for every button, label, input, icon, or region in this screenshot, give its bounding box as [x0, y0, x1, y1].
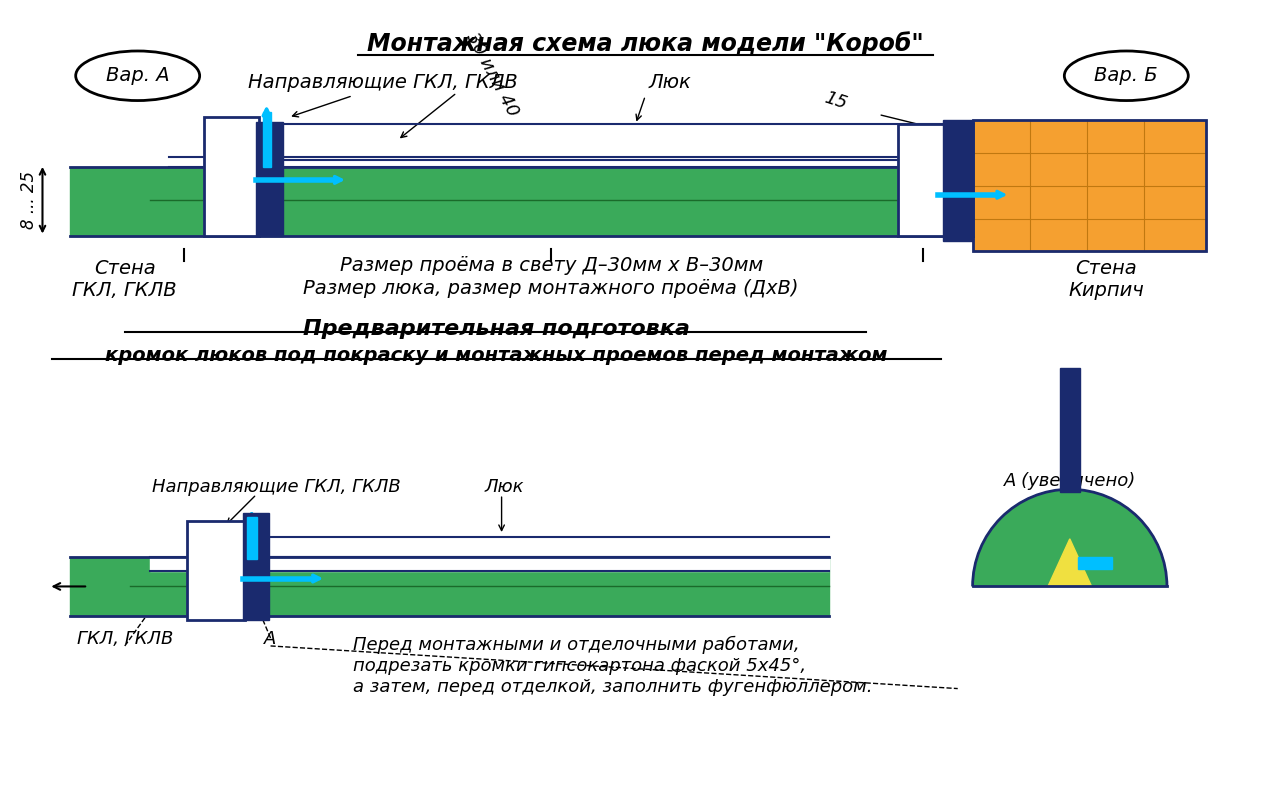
Text: Предварительная подготовка: Предварительная подготовка — [303, 318, 690, 339]
Bar — [150, 557, 829, 571]
Text: Люк: Люк — [485, 478, 525, 496]
Text: Перед монтажными и отделочными работами,
подрезать кромки гипсокартона фаской 5х: Перед монтажными и отделочными работами,… — [353, 636, 873, 696]
Text: Монтажная схема люка модели "Короб": Монтажная схема люка модели "Короб" — [367, 31, 924, 56]
Text: Размер люка, размер монтажного проёма (ДхВ): Размер люка, размер монтажного проёма (Д… — [303, 279, 799, 298]
Bar — [259, 124, 973, 160]
Text: кромок люков под покраску и монтажных проемов перед монтажом: кромок люков под покраску и монтажных пр… — [105, 347, 888, 365]
Bar — [187, 521, 244, 620]
Text: Вар. Б: Вар. Б — [1094, 66, 1158, 85]
Bar — [899, 124, 973, 236]
Wedge shape — [973, 489, 1167, 587]
Text: Направляющие ГКЛ, ГКЛВ: Направляющие ГКЛ, ГКЛВ — [152, 478, 401, 496]
Bar — [169, 157, 973, 167]
Text: А (увеличено): А (увеличено) — [1004, 472, 1135, 490]
Text: 8 ... 25: 8 ... 25 — [19, 171, 37, 229]
Bar — [204, 118, 259, 236]
Text: Стена
Кирпич: Стена Кирпич — [1069, 260, 1144, 300]
Bar — [1060, 368, 1080, 492]
Bar — [973, 120, 1206, 251]
Bar — [943, 120, 973, 241]
Bar — [243, 513, 269, 620]
Bar — [204, 118, 259, 236]
Text: Направляющие ГКЛ, ГКЛВ: Направляющие ГКЛ, ГКЛВ — [248, 73, 517, 92]
Bar — [1078, 557, 1112, 568]
Text: А: А — [265, 630, 276, 648]
Text: Люк: Люк — [649, 73, 691, 92]
Bar — [259, 537, 829, 557]
Text: ГКЛ, ГКЛВ: ГКЛ, ГКЛВ — [77, 630, 173, 648]
Bar — [262, 113, 270, 167]
Bar — [70, 557, 829, 617]
Bar — [899, 124, 973, 236]
Bar — [973, 120, 1206, 251]
Text: Вар. А: Вар. А — [106, 66, 169, 85]
Text: 15: 15 — [822, 89, 850, 113]
Bar — [256, 123, 283, 236]
Polygon shape — [1048, 539, 1092, 587]
Bar — [70, 167, 973, 236]
Bar — [247, 517, 257, 559]
Bar — [187, 521, 244, 620]
Text: Стена
ГКЛ, ГКЛВ: Стена ГКЛ, ГКЛВ — [73, 260, 177, 300]
Text: Размер проёма в свету Д–30мм х В–30мм: Размер проёма в свету Д–30мм х В–30мм — [339, 256, 763, 275]
Text: 30 или 40: 30 или 40 — [462, 30, 521, 120]
